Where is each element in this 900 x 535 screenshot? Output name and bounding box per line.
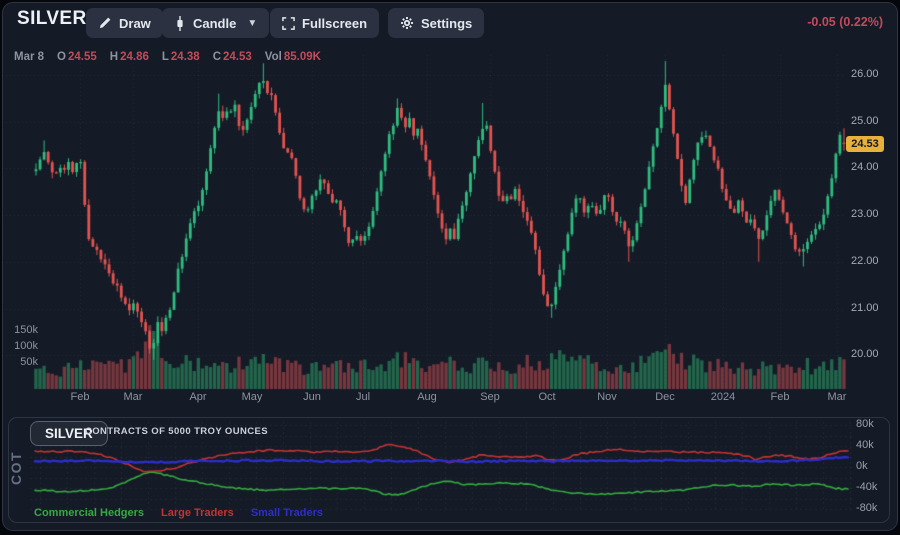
- fullscreen-icon: [282, 16, 295, 30]
- month-label: Oct: [538, 391, 556, 403]
- cot-axis-label: 80k: [856, 418, 874, 430]
- cot-axis-label: 0k: [856, 460, 868, 472]
- volume-axis-label: 150k: [14, 324, 38, 336]
- gear-icon: [400, 16, 414, 30]
- ohlc-volume: Vol 85.09K: [264, 51, 321, 63]
- volume-axis-label: 100k: [14, 340, 38, 352]
- draw-label: Draw: [119, 15, 151, 31]
- price-axis-label: 23.00: [851, 208, 879, 221]
- ohlc-high: H 24.86: [109, 51, 149, 63]
- ohlc-bar: Mar 8 O 24.55 H 24.86 L 24.38 C 24.53 Vol 85.…: [14, 51, 321, 63]
- cot-legend: Commercial Hedgers Large Traders Small T…: [34, 507, 323, 519]
- month-label: Mar: [827, 391, 847, 403]
- price-change: -0.05 (0.22%): [807, 15, 883, 29]
- settings-button[interactable]: Settings: [388, 8, 485, 38]
- chevron-down-icon[interactable]: ▼: [247, 17, 258, 29]
- pencil-icon: [98, 16, 112, 30]
- cot-axis-label: -40k: [856, 481, 878, 493]
- cot-side-label: COT: [8, 450, 24, 486]
- fullscreen-button[interactable]: Fullscreen: [270, 8, 380, 38]
- ohlc-close: C 24.53: [212, 51, 252, 63]
- ohlc-date: Mar 8: [14, 51, 45, 63]
- month-label: Sep: [480, 391, 500, 403]
- month-label: Aug: [417, 391, 437, 403]
- price-axis-label: 20.00: [851, 348, 879, 361]
- cot-panel: [8, 417, 890, 523]
- price-axis-label: 25.00: [851, 114, 879, 127]
- fullscreen-label: Fullscreen: [302, 15, 368, 31]
- legend-item-small-traders[interactable]: Small Traders: [250, 507, 323, 519]
- settings-label: Settings: [421, 15, 473, 31]
- cot-axis-label: 40k: [856, 439, 874, 451]
- candle-label: Candle: [193, 15, 237, 31]
- month-label: Feb: [70, 391, 90, 403]
- price-axis-label: 24.00: [851, 161, 879, 174]
- draw-button[interactable]: Draw: [86, 8, 163, 38]
- month-label: Feb: [770, 391, 790, 403]
- legend-item-commercial-hedgers[interactable]: Commercial Hedgers: [34, 507, 145, 519]
- ohlc-low: L 24.38: [161, 51, 200, 63]
- month-label: Dec: [655, 391, 675, 403]
- last-price-badge: 24.53: [846, 136, 884, 152]
- cot-subtitle: CONTRACTS OF 5000 TROY OUNCES: [85, 426, 268, 437]
- month-label: Apr: [189, 391, 207, 403]
- month-label: Nov: [597, 391, 617, 403]
- month-label: May: [241, 391, 263, 403]
- candle-icon: [174, 15, 186, 31]
- month-label: Mar: [123, 391, 143, 403]
- ohlc-open: O 24.55: [57, 51, 97, 63]
- cot-symbol-badge[interactable]: SILVER: [30, 421, 108, 446]
- candle-button[interactable]: Candle ▼: [162, 8, 270, 38]
- page-title: SILVER: [17, 8, 87, 29]
- cot-axis-label: -80k: [856, 502, 878, 514]
- month-label: Jul: [355, 391, 371, 403]
- month-label: 2024: [710, 391, 736, 403]
- price-axis-label: 22.00: [851, 254, 879, 267]
- price-axis-label: 21.00: [851, 301, 879, 314]
- legend-item-large-traders[interactable]: Large Traders: [161, 507, 234, 519]
- volume-axis-label: 50k: [20, 356, 38, 368]
- month-label: Jun: [303, 391, 321, 403]
- price-axis-label: 26.00: [851, 68, 879, 80]
